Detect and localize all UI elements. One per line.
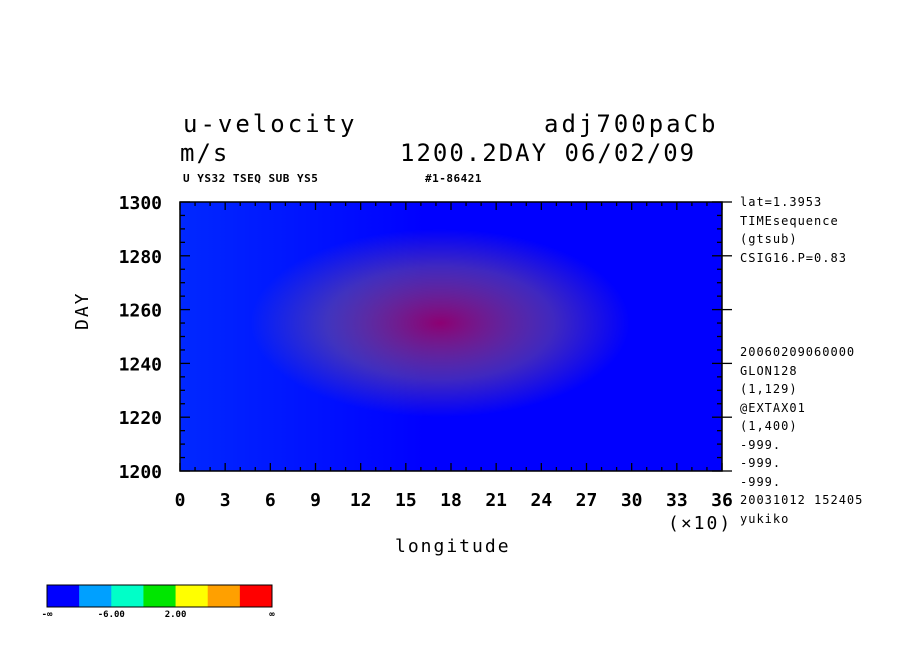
side-note-bottom-8: 20031012 152405 bbox=[740, 493, 864, 507]
x-tick-label: 15 bbox=[395, 490, 417, 511]
color-legend: -∞ -6.00 2.00 ∞ bbox=[42, 584, 275, 620]
y-tick-label: 1220 bbox=[119, 408, 162, 429]
units-label: m/s bbox=[180, 139, 230, 167]
legend-swatch bbox=[143, 585, 177, 607]
legend-swatch bbox=[47, 585, 80, 607]
legend-label: 2.00 bbox=[165, 610, 187, 620]
x-tick-label: 21 bbox=[485, 490, 507, 511]
legend-frame bbox=[46, 584, 273, 608]
x-tick-label: 18 bbox=[440, 490, 462, 511]
side-note-bottom-9: yukiko bbox=[740, 511, 790, 526]
x-tick-label: 27 bbox=[576, 490, 598, 511]
side-note-top-3: CSIG16.P=0.83 bbox=[740, 250, 847, 265]
x-tick-label: 33 bbox=[666, 490, 688, 511]
subtitle-right: #1-86421 bbox=[425, 172, 482, 185]
subtitle-left: U YS32 TSEQ SUB YS5 bbox=[183, 172, 319, 185]
x-tick-label: 36 bbox=[711, 490, 733, 511]
side-note-top-2: (gtsub) bbox=[740, 232, 798, 246]
x-tick-label: 9 bbox=[310, 490, 321, 511]
legend-label: -6.00 bbox=[98, 610, 125, 620]
side-note-bottom-2: (1,129) bbox=[740, 382, 798, 396]
y-tick-label: 1240 bbox=[119, 354, 162, 375]
variable-name: u-velocity bbox=[183, 110, 358, 138]
x-tick-label: 6 bbox=[265, 490, 276, 511]
x-tick-label: 30 bbox=[621, 490, 643, 511]
side-note-top-0: lat=1.3953 bbox=[740, 195, 823, 209]
y-tick-label: 1200 bbox=[119, 462, 162, 483]
legend-swatch bbox=[239, 585, 273, 607]
side-note-top-1: TIMEsequence bbox=[740, 213, 839, 228]
time-label: 1200.2DAY 06/02/09 bbox=[400, 139, 697, 167]
x-tick-label: 12 bbox=[350, 490, 372, 511]
heatmap-field bbox=[180, 202, 722, 471]
side-note-bottom-0: 20060209060000 bbox=[740, 345, 856, 359]
run-name: adj700paCb bbox=[544, 110, 719, 138]
side-note-bottom-5: -999. bbox=[740, 437, 782, 452]
side-note-bottom-3: @EXTAX01 bbox=[740, 400, 806, 415]
side-note-bottom-4: (1,400) bbox=[740, 419, 798, 433]
x-tick-label: 3 bbox=[220, 490, 231, 511]
side-note-bottom-7: -999. bbox=[740, 474, 782, 489]
legend-label: ∞ bbox=[269, 610, 275, 620]
x-tick-label: 0 bbox=[175, 490, 186, 511]
y-tick-label: 1280 bbox=[119, 247, 162, 268]
y-tick-label: 1300 bbox=[119, 193, 162, 214]
legend-swatch bbox=[79, 585, 112, 607]
legend-swatch bbox=[207, 585, 241, 607]
x-multiplier-label: (×10) bbox=[668, 513, 733, 534]
x-tick-label: 24 bbox=[530, 490, 552, 511]
legend-swatch bbox=[111, 585, 144, 607]
side-note-bottom-6: -999. bbox=[740, 456, 782, 470]
axes: 0 3 6 9 12 15 18 21 24 27 30 33 36120012201240126012… bbox=[119, 193, 733, 511]
y-tick-label: 1260 bbox=[119, 301, 162, 322]
legend-label: -∞ bbox=[42, 610, 53, 620]
side-note-bottom-1: GLON128 bbox=[740, 363, 798, 378]
legend-swatch bbox=[175, 585, 209, 607]
x-axis-label: longitude bbox=[395, 536, 511, 557]
